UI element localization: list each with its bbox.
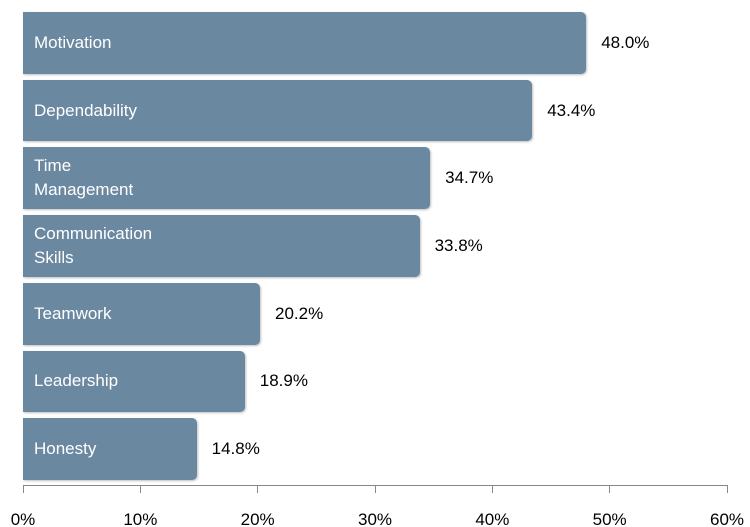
value-label: 34.7% — [445, 168, 494, 188]
value-label: 20.2% — [275, 303, 324, 323]
bar — [23, 79, 533, 142]
bar — [23, 12, 587, 74]
category-label: Communication Skills — [34, 223, 153, 267]
tick-mark — [374, 485, 376, 493]
x-tick-label: 10% — [123, 510, 158, 527]
value-label: 14.8% — [211, 439, 260, 459]
value-label: 18.9% — [259, 371, 308, 391]
bar — [23, 215, 420, 277]
value-label: 43.4% — [547, 100, 596, 120]
bar — [23, 282, 260, 345]
x-tick-label: 30% — [357, 510, 393, 527]
tick-mark — [726, 485, 728, 493]
value-label: 33.8% — [434, 236, 483, 255]
tick-mark — [22, 485, 24, 493]
category-label: Honesty — [34, 439, 97, 459]
category-label: Teamwork — [34, 303, 112, 323]
x-tick-label: 60% — [709, 510, 745, 527]
bar — [23, 350, 245, 413]
category-label: Time Management — [34, 156, 134, 200]
category-label: Leadership — [34, 371, 119, 391]
tick-mark — [257, 485, 259, 493]
bar — [23, 147, 431, 210]
tick-mark — [491, 485, 493, 493]
x-tick-label: 50% — [592, 510, 627, 527]
category-label: Dependability — [34, 100, 138, 120]
x-tick-label: 20% — [240, 510, 275, 527]
x-tick-label: 40% — [475, 510, 510, 527]
bar — [23, 418, 197, 480]
tick-mark — [139, 485, 141, 493]
tick-mark — [609, 485, 611, 493]
x-tick-label: 0% — [10, 510, 36, 527]
category-label: Motivation — [34, 32, 112, 52]
value-label: 48.0% — [601, 32, 650, 52]
